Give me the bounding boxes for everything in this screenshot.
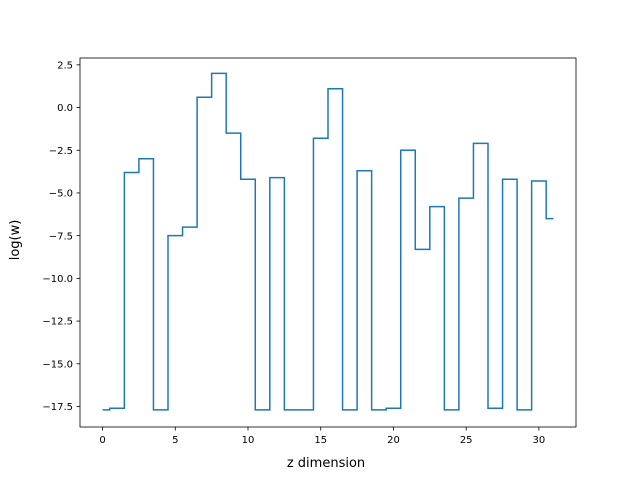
x-tick-label: 30 — [533, 435, 546, 446]
y-tick-label: −15.0 — [42, 359, 73, 370]
x-tick-label: 15 — [314, 435, 327, 446]
plot-area — [79, 57, 577, 428]
y-tick-label: 0.0 — [57, 103, 73, 114]
x-tick-label: 10 — [242, 435, 255, 446]
y-tick-label: −10.0 — [42, 274, 73, 285]
x-tick-label: 0 — [99, 435, 105, 446]
y-tick-label: −2.5 — [49, 146, 73, 157]
x-axis-ticks: 0 5 10 15 20 25 30 — [99, 427, 545, 446]
x-tick-label: 25 — [460, 435, 473, 446]
x-tick-label: 5 — [172, 435, 178, 446]
y-axis-ticks: 2.5 0.0 −2.5 −5.0 −7.5 −10.0 −12.5 −15.0 −17.5 — [42, 60, 80, 413]
axes-frame — [79, 57, 577, 428]
series-line-0 — [102, 72, 554, 411]
y-tick-label: 2.5 — [57, 60, 73, 71]
x-tick-label: 20 — [387, 435, 400, 446]
y-axis-label: log(w) — [8, 220, 23, 261]
x-axis-label: z dimension — [287, 456, 365, 471]
y-tick-label: −7.5 — [49, 231, 73, 242]
y-tick-label: −17.5 — [42, 402, 73, 413]
y-tick-label: −12.5 — [42, 317, 73, 328]
y-tick-label: −5.0 — [49, 189, 73, 200]
